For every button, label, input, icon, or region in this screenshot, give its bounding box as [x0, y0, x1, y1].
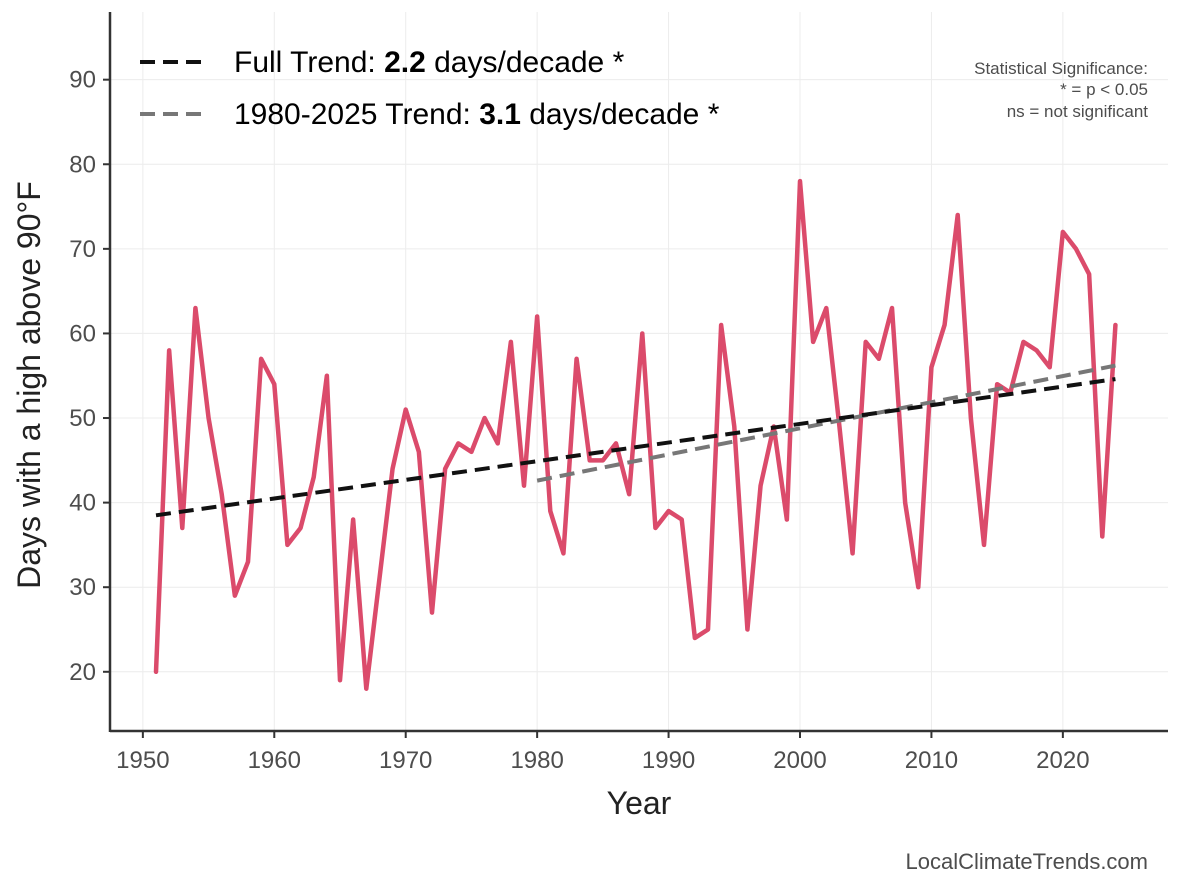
legend-rate-recent-trend: 3.1 [479, 98, 521, 131]
legend-label-full-trend: Full Trend: 2.2 days/decade * [234, 46, 625, 79]
y-tick-label: 80 [69, 151, 96, 178]
grid [110, 12, 1168, 731]
x-tick-label: 1950 [116, 747, 169, 774]
legend-suffix-full-trend: days/decade * [426, 46, 625, 79]
axes [108, 12, 1168, 733]
significance-line-3: ns = not significant [1007, 102, 1149, 121]
x-tick-label: 1970 [379, 747, 432, 774]
significance-note: Statistical Significance: * = p < 0.05 n… [974, 59, 1148, 121]
x-tick-label: 1990 [642, 747, 695, 774]
y-tick-label: 20 [69, 659, 96, 686]
y-tick-label: 50 [69, 405, 96, 432]
x-axis-title: Year [607, 785, 672, 821]
ticks: 20 30 40 50 60 70 80 90 1950 1960 1970 1980 1990 2000… [69, 67, 1089, 774]
x-tick-label: 1960 [248, 747, 301, 774]
x-tick-label: 2020 [1036, 747, 1089, 774]
x-tick-label: 2010 [905, 747, 958, 774]
series-line [153, 178, 1118, 691]
y-tick-label: 60 [69, 320, 96, 347]
trend-lines [155, 363, 1116, 518]
y-axis-title: Days with a high above 90°F [11, 181, 47, 589]
recent-trend-line [536, 363, 1116, 483]
credit-text: LocalClimateTrends.com [906, 849, 1149, 874]
x-tick-label: 1980 [510, 747, 563, 774]
legend-prefix-full-trend: Full Trend: [234, 46, 384, 79]
legend-label-recent-trend: 1980-2025 Trend: 3.1 days/decade * [234, 98, 720, 131]
significance-line-1: Statistical Significance: [974, 59, 1148, 78]
y-tick-label: 30 [69, 574, 96, 601]
legend: Full Trend: 2.2 days/decade * 1980-2025 … [140, 46, 720, 131]
significance-line-2: * = p < 0.05 [1060, 80, 1148, 99]
y-tick-label: 90 [69, 67, 96, 94]
full-trend-line [155, 377, 1116, 518]
legend-suffix-recent-trend: days/decade * [521, 98, 720, 131]
legend-prefix-recent-trend: 1980-2025 Trend: [234, 98, 479, 131]
series [153, 178, 1118, 691]
x-tick-label: 2000 [773, 747, 826, 774]
y-tick-label: 70 [69, 236, 96, 263]
y-tick-label: 40 [69, 490, 96, 517]
legend-rate-full-trend: 2.2 [384, 46, 426, 79]
